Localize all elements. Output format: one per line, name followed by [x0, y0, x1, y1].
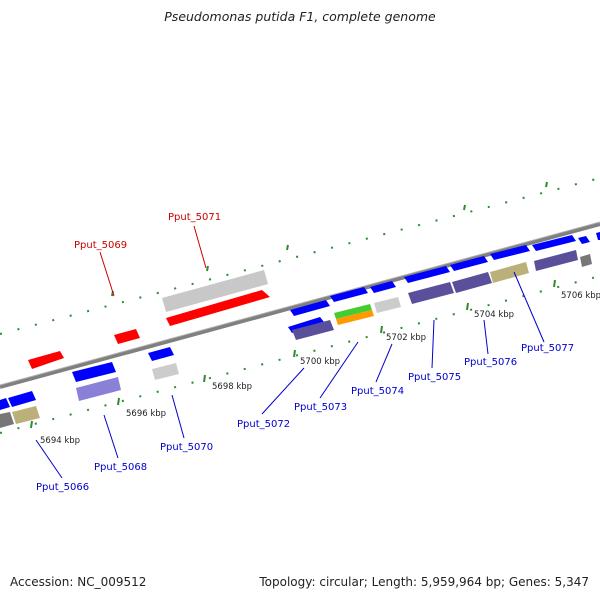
scale-label: 5700 kbp: [300, 357, 340, 367]
gene-label-5066: Pput_5066: [36, 482, 89, 493]
gene-arrow[interactable]: [72, 362, 116, 382]
gene-arrow[interactable]: [148, 347, 174, 361]
gene-arrow[interactable]: [404, 266, 450, 283]
scale-label: 5696 kbp: [126, 409, 166, 419]
reverse-genes: [28, 290, 270, 369]
gene-arrow[interactable]: [450, 256, 488, 271]
scale-labels: 5694 kbp 5696 kbp 5698 kbp 5700 kbp 5702…: [40, 291, 600, 446]
gene-label-5070: Pput_5070: [160, 442, 213, 453]
outer-major-ticks: [111, 181, 548, 297]
label-leaders: [35, 225, 545, 479]
gene-arrow[interactable]: [596, 232, 600, 240]
gene-arrow[interactable]: [330, 287, 368, 302]
gene-arrow[interactable]: [28, 351, 64, 369]
gene-arrow[interactable]: [370, 281, 396, 293]
gene-label-5076: Pput_5076: [464, 357, 517, 368]
genome-summary-text: Topology: circular; Length: 5,959,964 bp…: [259, 575, 589, 589]
scale-label: 5702 kbp: [386, 333, 426, 343]
scale-label: 5704 kbp: [474, 310, 514, 320]
gene-label-5074: Pput_5074: [351, 386, 404, 397]
gene-arrow[interactable]: [0, 398, 10, 410]
forward-genes-left: [0, 347, 174, 410]
gene-labels: Pput_5066 Pput_5068 Pput_5069 Pput_5070 …: [36, 212, 574, 493]
gene-label-5068: Pput_5068: [94, 462, 147, 473]
scale-label: 5694 kbp: [40, 436, 80, 446]
forward-genes: [288, 232, 600, 333]
gene-arrow[interactable]: [8, 391, 36, 407]
map-title: Pseudomonas putida F1, complete genome: [164, 9, 436, 24]
gene-label-5072: Pput_5072: [237, 419, 290, 430]
cog-bars: [0, 250, 592, 428]
genome-backbone: [0, 222, 600, 389]
gene-label-5069: Pput_5069: [74, 240, 127, 251]
gene-arrow[interactable]: [114, 329, 140, 344]
gene-arrow[interactable]: [290, 300, 330, 316]
gene-arrow[interactable]: [162, 270, 268, 312]
gene-label-5071: Pput_5071: [168, 212, 221, 223]
accession-text: Accession: NC_009512: [10, 575, 147, 589]
gene-arrow[interactable]: [490, 245, 530, 260]
gene-label-5073: Pput_5073: [294, 402, 347, 413]
gene-label-5075: Pput_5075: [408, 372, 461, 383]
gene-label-5077: Pput_5077: [521, 343, 574, 354]
gene-arrow[interactable]: [532, 235, 576, 251]
gene-arrow[interactable]: [578, 236, 590, 244]
gene-arrow[interactable]: [166, 290, 270, 326]
scale-label: 5706 kbp: [561, 291, 600, 301]
scale-label: 5698 kbp: [212, 382, 252, 392]
inner-major-ticks: [30, 279, 556, 429]
